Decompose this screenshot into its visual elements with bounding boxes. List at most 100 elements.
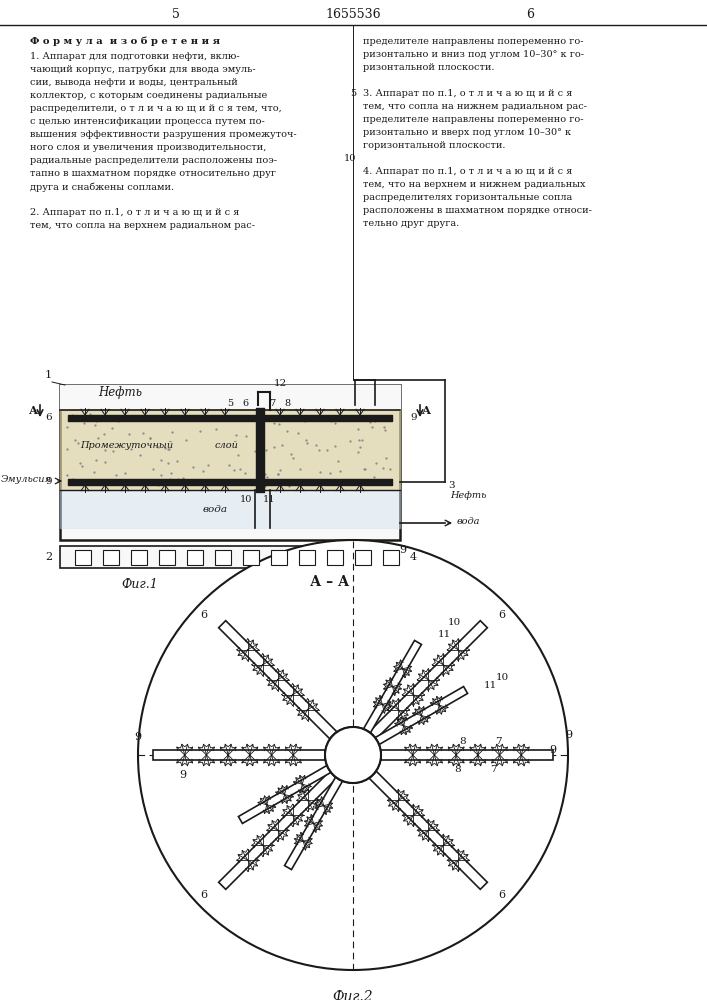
Text: ризонтальной плоскости.: ризонтальной плоскости.: [363, 63, 494, 72]
Text: 9: 9: [399, 545, 407, 555]
Text: 3. Аппарат по п.1, о т л и ч а ю щ и й с я: 3. Аппарат по п.1, о т л и ч а ю щ и й с…: [363, 89, 573, 98]
Text: слой: слой: [215, 440, 239, 450]
Text: 6: 6: [498, 610, 506, 620]
Polygon shape: [381, 750, 553, 760]
Bar: [60, 546, 400, 568]
Text: 11: 11: [263, 495, 276, 504]
Polygon shape: [218, 771, 337, 889]
Text: 10: 10: [240, 495, 252, 504]
Text: А: А: [422, 404, 431, 416]
Text: 1. Аппарат для подготовки нефти, вклю-: 1. Аппарат для подготовки нефти, вклю-: [30, 52, 240, 61]
Text: 7: 7: [495, 736, 501, 746]
Text: 6: 6: [45, 414, 52, 422]
Text: 6: 6: [498, 890, 506, 900]
Polygon shape: [363, 640, 421, 733]
Text: А – А: А – А: [310, 575, 350, 589]
Text: 9: 9: [565, 730, 572, 740]
Circle shape: [325, 727, 381, 783]
Text: 4: 4: [410, 552, 417, 562]
Text: пределителе направлены попеременно го-: пределителе направлены попеременно го-: [363, 37, 583, 46]
Text: 11: 11: [438, 630, 451, 639]
Text: 9: 9: [549, 745, 556, 755]
Text: тем, что на верхнем и нижнем радиальных: тем, что на верхнем и нижнем радиальных: [363, 180, 585, 189]
Text: 8: 8: [460, 736, 467, 746]
Bar: [271, 550, 287, 565]
Bar: [327, 550, 343, 565]
Polygon shape: [284, 777, 342, 870]
Text: 9: 9: [410, 414, 416, 422]
Text: пределителе направлены попеременно го-: пределителе направлены попеременно го-: [363, 115, 583, 124]
Text: ного слоя и увеличения производительности,: ного слоя и увеличения производительност…: [30, 143, 267, 152]
Text: вышения эффективности разрушения промежуточ-: вышения эффективности разрушения промежу…: [30, 130, 297, 139]
Text: ризонтально и вниз под углом 10–30° к го-: ризонтально и вниз под углом 10–30° к го…: [363, 50, 584, 59]
Text: 6: 6: [242, 399, 248, 408]
Bar: [75, 550, 91, 565]
Text: Промежуточный: Промежуточный: [80, 440, 173, 450]
Text: распределители, о т л и ч а ю щ и й с я тем, что,: распределители, о т л и ч а ю щ и й с я …: [30, 104, 282, 113]
Text: 10: 10: [448, 618, 461, 627]
Text: 9: 9: [45, 478, 52, 487]
Text: распределителях горизонтальные сопла: распределителях горизонтальные сопла: [363, 193, 572, 202]
Text: Фиг.2: Фиг.2: [333, 990, 373, 1000]
Text: тем, что сопла на нижнем радиальном рас-: тем, что сопла на нижнем радиальном рас-: [363, 102, 587, 111]
Text: 6: 6: [526, 8, 534, 21]
Text: 9: 9: [134, 732, 141, 742]
Polygon shape: [369, 621, 487, 739]
Text: 7: 7: [490, 764, 496, 774]
Text: Фиг.1: Фиг.1: [122, 578, 158, 591]
Text: 12: 12: [274, 379, 287, 388]
Text: радиальные распределители расположены поэ-: радиальные распределители расположены по…: [30, 156, 277, 165]
Text: Ф о р м у л а  и з о б р е т е н и я: Ф о р м у л а и з о б р е т е н и я: [30, 37, 220, 46]
Text: 8: 8: [284, 399, 290, 408]
Bar: [243, 550, 259, 565]
Text: сии, вывода нефти и воды, центральный: сии, вывода нефти и воды, центральный: [30, 78, 238, 87]
Text: тем, что сопла на верхнем радиальном рас-: тем, что сопла на верхнем радиальном рас…: [30, 221, 255, 230]
Text: 10: 10: [344, 154, 356, 163]
Text: 5: 5: [350, 89, 356, 98]
Text: 9: 9: [180, 770, 187, 780]
Text: 11: 11: [484, 680, 497, 690]
Text: 6: 6: [201, 610, 208, 620]
Text: Нефть: Нефть: [450, 490, 486, 499]
Text: А: А: [29, 404, 38, 416]
Text: 7: 7: [269, 399, 275, 408]
Polygon shape: [153, 750, 325, 760]
Bar: [215, 550, 231, 565]
Bar: [299, 550, 315, 565]
Text: 5: 5: [227, 399, 233, 408]
Bar: [355, 550, 371, 565]
Text: чающий корпус, патрубки для ввода эмуль-: чающий корпус, патрубки для ввода эмуль-: [30, 65, 256, 75]
Polygon shape: [218, 621, 337, 739]
Text: 6: 6: [201, 890, 208, 900]
Bar: [187, 550, 203, 565]
Text: 2. Аппарат по п.1, о т л и ч а ю щ и й с я: 2. Аппарат по п.1, о т л и ч а ю щ и й с…: [30, 208, 240, 217]
Text: с целью интенсификации процесса путем по-: с целью интенсификации процесса путем по…: [30, 117, 264, 126]
Text: 10: 10: [496, 674, 509, 682]
Text: тапно в шахматном порядке относительно друг: тапно в шахматном порядке относительно д…: [30, 169, 276, 178]
Text: 1: 1: [45, 370, 52, 380]
Text: горизонтальной плоскости.: горизонтальной плоскости.: [363, 141, 506, 150]
Polygon shape: [238, 766, 331, 823]
Text: коллектор, с которым соединены радиальные: коллектор, с которым соединены радиальны…: [30, 91, 267, 100]
Text: 8: 8: [455, 764, 461, 774]
Bar: [159, 550, 175, 565]
Text: друга и снабжены соплами.: друга и снабжены соплами.: [30, 182, 174, 192]
Text: вода: вода: [202, 504, 228, 514]
Text: тельно друг друга.: тельно друг друга.: [363, 219, 460, 228]
Text: ризонтально и вверх под углом 10–30° к: ризонтально и вверх под углом 10–30° к: [363, 128, 571, 137]
Text: 5: 5: [172, 8, 180, 21]
Circle shape: [138, 540, 568, 970]
Text: Эмульсия: Эмульсия: [1, 475, 52, 484]
Text: 3: 3: [448, 481, 455, 489]
Bar: [60, 385, 400, 540]
Polygon shape: [369, 771, 487, 889]
Text: 2: 2: [45, 552, 52, 562]
Text: 1655536: 1655536: [325, 8, 381, 21]
Polygon shape: [375, 687, 467, 744]
Text: Нефть: Нефть: [98, 386, 142, 399]
Text: вода: вода: [457, 516, 481, 526]
Text: расположены в шахматном порядке относи-: расположены в шахматном порядке относи-: [363, 206, 592, 215]
Bar: [131, 550, 147, 565]
Bar: [383, 550, 399, 565]
Bar: [103, 550, 119, 565]
